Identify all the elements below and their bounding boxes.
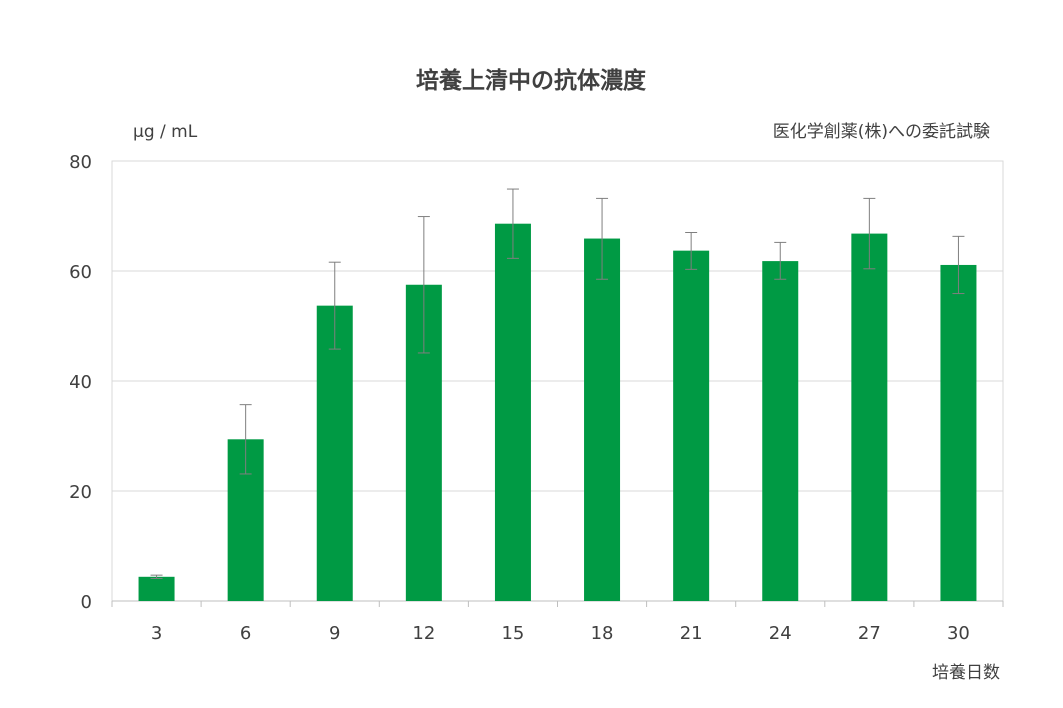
bar bbox=[673, 250, 710, 601]
y-axis-unit-label: μg / mL bbox=[133, 122, 198, 142]
bar bbox=[138, 576, 175, 601]
y-tick-label: 0 bbox=[81, 592, 92, 613]
x-tick-label: 27 bbox=[858, 623, 881, 644]
x-axis-label: 培養日数 bbox=[932, 663, 1000, 683]
chart-title: 培養上清中の抗体濃度 bbox=[416, 67, 647, 94]
x-tick-label: 9 bbox=[329, 623, 340, 644]
x-tick-label: 3 bbox=[151, 623, 162, 644]
chart-annotation: 医化学創薬(株)への委託試験 bbox=[773, 122, 990, 142]
bar bbox=[940, 264, 977, 601]
x-tick-label: 12 bbox=[412, 623, 435, 644]
bar bbox=[762, 261, 799, 601]
x-tick-label: 30 bbox=[947, 623, 970, 644]
y-tick-label: 40 bbox=[69, 372, 92, 393]
x-tick-label: 15 bbox=[501, 623, 524, 644]
y-tick-label: 60 bbox=[69, 262, 92, 283]
bar bbox=[316, 305, 353, 601]
x-tick-label: 24 bbox=[769, 623, 792, 644]
bar bbox=[584, 238, 621, 602]
y-tick-label: 20 bbox=[69, 482, 92, 503]
y-tick-label: 80 bbox=[69, 152, 92, 173]
x-tick-label: 21 bbox=[680, 623, 703, 644]
x-tick-label: 18 bbox=[591, 623, 614, 644]
x-tick-label: 6 bbox=[240, 623, 251, 644]
bar bbox=[851, 233, 888, 601]
bar bbox=[494, 223, 531, 601]
plot-area: 0 20 40 60 80 3 6 9 12 15 18 21 24 27 30 bbox=[69, 152, 1004, 644]
